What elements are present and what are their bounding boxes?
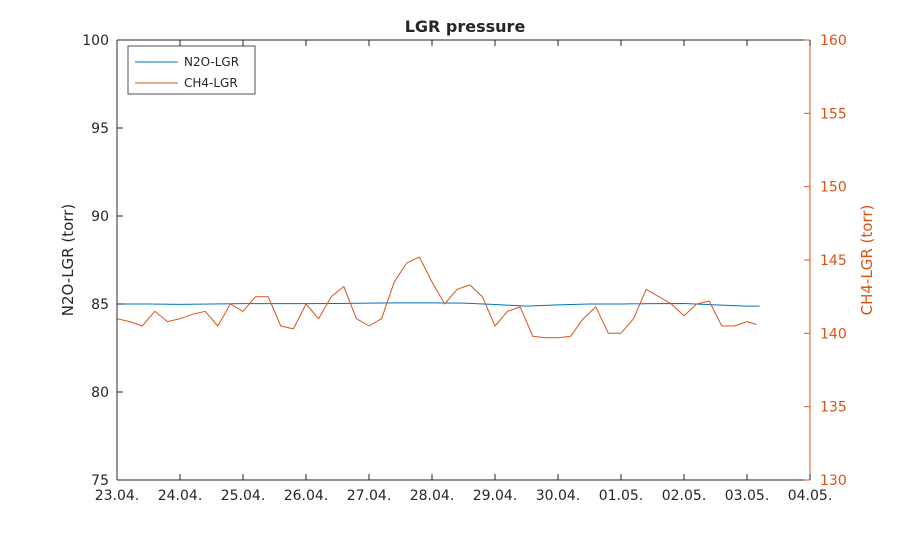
x-tick-label: 27.04.: [347, 488, 392, 504]
chart-title: LGR pressure: [405, 17, 526, 36]
series-line-ch4-lgr: [116, 256, 757, 339]
left-axis-label: N2O-LGR (torr): [59, 204, 77, 316]
x-tick-label: 30.04.: [536, 488, 581, 504]
left-tick-label: 90: [91, 209, 109, 225]
legend-label-n2o: N2O-LGR: [184, 55, 239, 69]
left-tick-label: 85: [91, 297, 109, 313]
legend-box: [127, 45, 256, 95]
right-tick-label: 160: [820, 33, 847, 49]
x-tick: 28.04.: [410, 40, 455, 504]
left-tick-label: 95: [91, 121, 109, 137]
x-tick: 23.04.: [95, 40, 140, 504]
x-tick: 02.05.: [662, 40, 707, 504]
x-tick-label: 24.04.: [158, 488, 203, 504]
x-tick-label: 23.04.: [95, 488, 140, 504]
x-tick-label: 29.04.: [473, 488, 518, 504]
right-tick: 140: [804, 326, 847, 342]
right-tick: 145: [804, 253, 847, 269]
x-tick-label: 25.04.: [221, 488, 266, 504]
left-axis-ticks: 75 80 85 90 95 100: [82, 33, 123, 489]
left-tick-label: 100: [82, 33, 109, 49]
right-tick: 155: [804, 106, 847, 122]
right-tick: 150: [804, 180, 847, 196]
x-tick: 27.04.: [347, 40, 392, 504]
axes: [116, 39, 811, 481]
left-tick-label: 75: [91, 473, 109, 489]
legend: N2O-LGR CH4-LGR: [127, 45, 256, 95]
x-tick: 30.04.: [536, 40, 581, 504]
right-tick-label: 150: [820, 180, 847, 196]
x-tick-label: 04.05.: [788, 488, 833, 504]
legend-label-ch4: CH4-LGR: [184, 76, 238, 90]
right-tick-label: 135: [820, 400, 847, 416]
x-tick-label: 01.05.: [599, 488, 644, 504]
x-tick: 01.05.: [599, 40, 644, 504]
x-tick-label: 28.04.: [410, 488, 455, 504]
left-tick-label: 80: [91, 385, 109, 401]
left-tick: 80: [91, 385, 123, 401]
x-tick: 24.04.: [158, 40, 203, 504]
x-tick: 26.04.: [284, 40, 329, 504]
left-tick: 85: [91, 297, 123, 313]
x-tick: 04.05.: [788, 40, 833, 504]
right-tick-label: 140: [820, 326, 847, 342]
plot-area: [116, 256, 760, 339]
x-tick: 03.05.: [725, 40, 770, 504]
left-tick: 90: [91, 209, 123, 225]
right-tick: 160: [804, 33, 847, 49]
left-tick: 75: [91, 473, 123, 489]
right-axis-label: CH4-LGR (torr): [858, 205, 876, 316]
right-tick-label: 145: [820, 253, 847, 269]
x-axis-ticks: 23.04. 24.04. 25.04. 26.04. 27.04. 28.04. 29.0…: [95, 40, 833, 504]
series-line-n2o-lgr: [117, 302, 760, 307]
right-tick-label: 155: [820, 106, 847, 122]
left-tick: 95: [91, 121, 123, 137]
x-tick-label: 02.05.: [662, 488, 707, 504]
x-tick-label: 26.04.: [284, 488, 329, 504]
right-tick: 135: [804, 400, 847, 416]
left-tick: 100: [82, 33, 123, 49]
right-tick: 130: [804, 473, 847, 489]
x-tick: 25.04.: [221, 40, 266, 504]
right-tick-label: 130: [820, 473, 847, 489]
x-tick-label: 03.05.: [725, 488, 770, 504]
x-tick: 29.04.: [473, 40, 518, 504]
right-axis-ticks: 130 135 140 145 150 155 160: [804, 33, 847, 489]
